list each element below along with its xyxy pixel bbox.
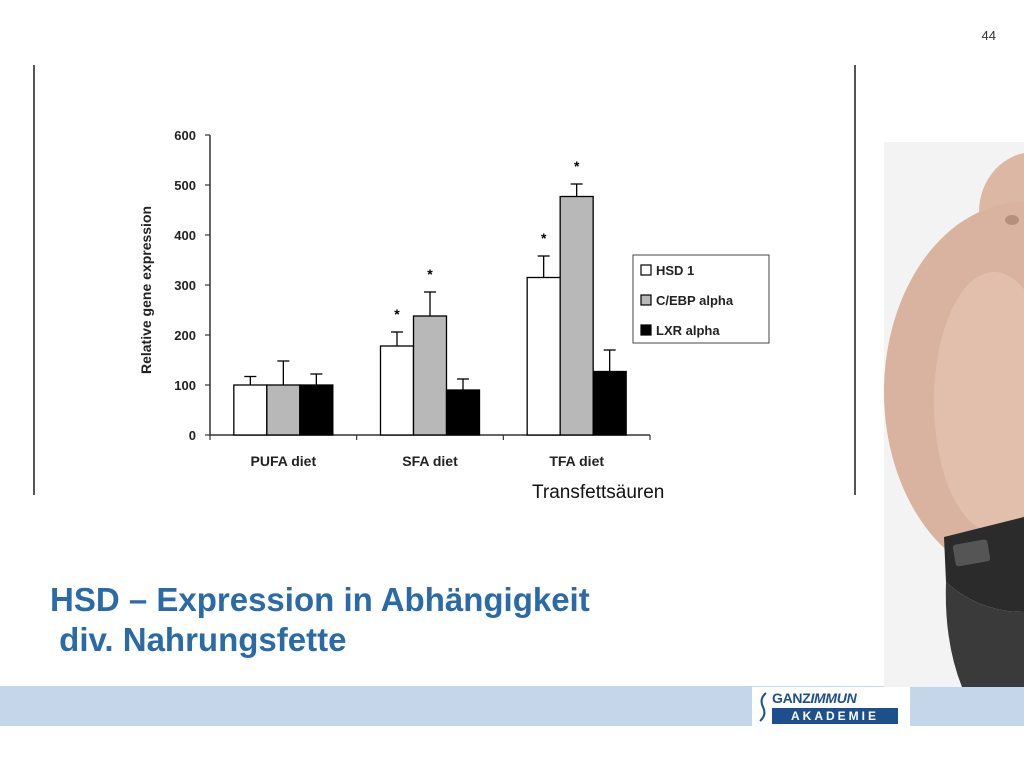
y-tick-label: 100: [174, 378, 196, 393]
legend-label: C/EBP alpha: [656, 293, 734, 308]
legend-swatch: [640, 294, 652, 306]
slide-number: 44: [981, 28, 996, 43]
belly-photo: [884, 142, 1024, 687]
y-tick-label: 200: [174, 328, 196, 343]
bar: [592, 370, 627, 436]
bar: [445, 389, 481, 436]
bar: [379, 345, 415, 436]
y-axis-label: Relative gene expression: [138, 206, 154, 374]
chart-legend: HSD 1 C/EBP alpha LXR alpha: [632, 254, 770, 344]
chart-bars: * * * *: [233, 158, 627, 436]
x-tick-label: TFA diet: [549, 453, 604, 469]
bar: [526, 276, 561, 436]
title-line-2: div. Nahrungsfette: [50, 621, 347, 658]
bar: [559, 195, 594, 436]
logo-text-bottom: AKADEMIE: [772, 708, 898, 724]
significance-mark: *: [574, 158, 580, 174]
chart-axes: 0 100 200 300 400 500 600 Relative gene express…: [138, 128, 651, 469]
ganzimmun-logo: GANZIMMUN AKADEMIE: [752, 687, 910, 727]
y-tick-label: 400: [174, 228, 196, 243]
bar: [233, 384, 268, 436]
significance-mark: *: [394, 306, 400, 322]
significance-mark: *: [541, 230, 547, 246]
legend-swatch: [640, 324, 652, 336]
frame-line-left: [33, 65, 35, 495]
legend-label: HSD 1: [656, 263, 694, 278]
title-line-1: HSD – Expression in Abhängigkeit: [50, 581, 590, 618]
logo-swirl-icon: [759, 692, 767, 722]
bar: [412, 315, 448, 436]
chart-caption: Transfettsäuren: [532, 482, 665, 503]
legend-label: LXR alpha: [656, 323, 720, 338]
y-tick-label: 300: [174, 278, 196, 293]
frame-line-right: [854, 65, 856, 495]
y-tick-label: 600: [174, 128, 196, 143]
bar: [266, 384, 301, 436]
significance-mark: *: [427, 266, 433, 282]
legend-box: [632, 254, 770, 344]
y-tick-label: 500: [174, 178, 196, 193]
slide-title: HSD – Expression in Abhängigkeit div. Na…: [50, 580, 590, 660]
y-tick-label: 0: [189, 428, 196, 443]
logo-text-top: GANZIMMUN: [772, 690, 857, 706]
x-tick-label: PUFA diet: [251, 453, 317, 469]
legend-swatch: [640, 264, 652, 276]
x-tick-label: SFA diet: [402, 453, 458, 469]
bar: [299, 384, 334, 436]
